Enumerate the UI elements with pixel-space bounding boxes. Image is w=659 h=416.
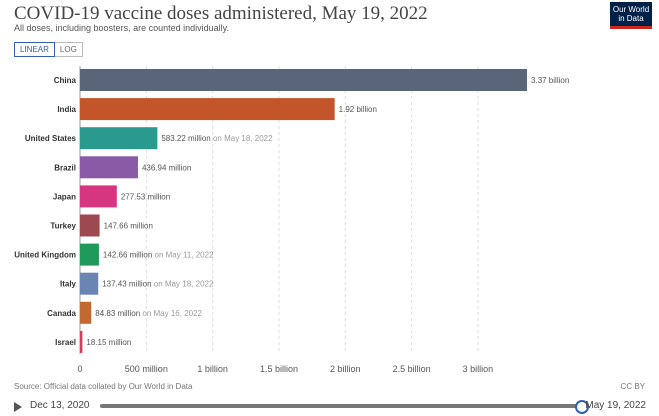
value-label: 277.53 million [121,192,170,201]
value-label: 436.94 million [142,163,191,172]
x-tick-label: 2 billion [330,364,361,374]
timeline-end-date[interactable]: May 19, 2022 [585,400,646,411]
bar[interactable] [80,185,117,208]
category-label: China [54,76,77,85]
category-label: Brazil [54,163,76,172]
chart-subtitle: All doses, including boosters, are count… [14,23,229,33]
linear-scale-button[interactable]: LINEAR [14,42,55,57]
category-label: United Kingdom [14,251,76,260]
x-tick-label: 3 billion [463,364,494,374]
bar[interactable] [80,156,138,179]
date-note: on May 18, 2022 [211,134,273,143]
bar[interactable] [80,127,158,150]
x-tick-label: 1 billion [197,364,228,374]
value-label: 84.83 million on May 16, 2022 [95,309,202,318]
bar[interactable] [80,301,92,324]
date-note: on May 18, 2022 [152,280,214,289]
category-label: India [57,105,76,114]
bar-chart: 0 500 million 1 billion 1.5 billion 2 billio… [14,66,569,374]
bar[interactable] [80,98,335,121]
timeline-start-date[interactable]: Dec 13, 2020 [30,400,90,411]
value-label: 147.66 million [104,222,153,231]
bar[interactable] [80,243,99,266]
scale-toggle: LINEAR LOG [14,42,83,57]
value-label: 137.43 million on May 18, 2022 [102,280,214,289]
timeline-handle[interactable] [575,400,589,414]
category-label: Italy [60,280,77,289]
source-note[interactable]: Source: Official data collated by Our Wo… [14,382,193,391]
value-label: 583.22 million on May 18, 2022 [161,134,273,143]
timeline: Dec 13, 2020 May 19, 2022 [14,398,646,414]
play-icon[interactable] [14,402,22,412]
bar[interactable] [80,69,528,91]
log-scale-button[interactable]: LOG [54,42,83,57]
chart-title: COVID-19 vaccine doses administered, May… [14,3,428,24]
x-tick-label: 500 million [125,364,168,374]
category-label: United States [25,134,77,143]
date-note: on May 16, 2022 [140,309,202,318]
category-label: Israel [55,338,76,347]
value-label: 142.66 million on May 11, 2022 [103,251,214,260]
value-label: 3.37 billion [531,76,569,85]
bar[interactable] [80,330,83,353]
date-note: on May 11, 2022 [152,251,214,260]
category-label: Turkey [50,222,76,231]
license-label[interactable]: CC BY [620,382,645,391]
value-label: 1.92 billion [339,105,377,114]
x-tick-label: 0 [77,364,82,374]
category-label: Japan [53,192,76,201]
timeline-fill [100,404,582,408]
x-tick-label: 2.5 billion [393,364,431,374]
bar[interactable] [80,214,100,237]
category-label: Canada [47,309,76,318]
owid-logo[interactable]: Our World in Data [610,2,652,29]
timeline-track[interactable] [100,400,589,414]
x-tick-label: 1.5 billion [260,364,298,374]
bar[interactable] [80,272,99,295]
logo-line-2: in Data [618,14,644,23]
value-label: 18.15 million [86,338,131,347]
logo-line-1: Our World [612,5,650,14]
